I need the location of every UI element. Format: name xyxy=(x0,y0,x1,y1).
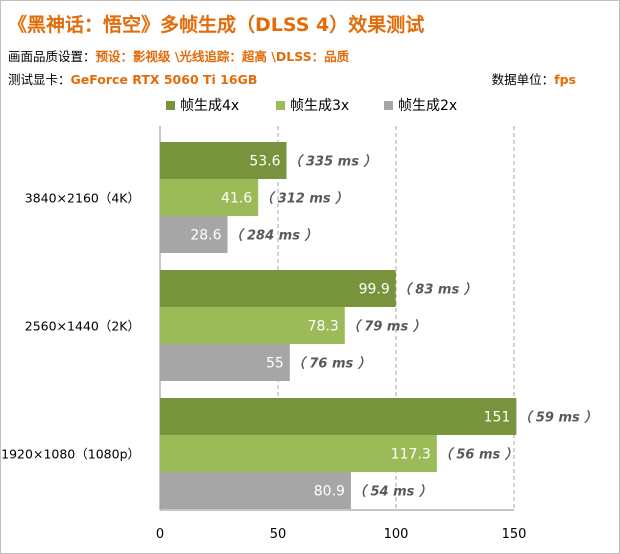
x-tick-label-1: 50 xyxy=(270,527,287,542)
legend-swatch-2x xyxy=(384,100,393,110)
gpu-label: 测试显卡： xyxy=(8,72,71,87)
latency-label-s2-c1: （ 76 ms ） xyxy=(292,356,371,372)
bar-s2-c0 xyxy=(160,216,228,253)
latency-label-s0-c2: （ 59 ms ） xyxy=(518,410,597,426)
legend-label-4x: 帧生成4x xyxy=(180,98,240,114)
x-tick-label-3: 150 xyxy=(502,527,527,542)
gpu-value: GeForce RTX 5060 Ti 16GB xyxy=(70,72,258,87)
legend: 帧生成4x 帧生成3x 帧生成2x xyxy=(0,95,620,115)
latency-label-s0-c0: （ 335 ms ） xyxy=(288,154,376,170)
settings-label: 画面品质设置： xyxy=(8,49,96,64)
bar-value-label-s2-c2: 80.9 xyxy=(314,484,345,500)
latency-label-s1-c0: （ 312 ms ） xyxy=(260,191,348,207)
legend-item-2x: 帧生成2x xyxy=(384,95,457,115)
bar-s1-c0 xyxy=(160,179,259,216)
bar-value-label-s1-c1: 78.3 xyxy=(308,319,339,335)
settings-value: 预设：影视级 \光线追踪：超高 \DLSS：品质 xyxy=(95,49,350,64)
bar-s0-c2 xyxy=(160,398,517,435)
legend-item-3x: 帧生成3x xyxy=(276,95,349,115)
bar-value-label-s2-c0: 28.6 xyxy=(190,228,221,244)
x-tick-label-2: 100 xyxy=(384,527,409,542)
bar-s0-c0 xyxy=(160,142,287,179)
bar-value-label-s1-c0: 41.6 xyxy=(221,191,252,207)
unit-value: fps xyxy=(554,72,576,87)
latency-label-s2-c0: （ 284 ms ） xyxy=(229,228,317,244)
gpu-row: 测试显卡：GeForce RTX 5060 Ti 16GB xyxy=(8,69,257,88)
bar-s0-c1 xyxy=(160,270,396,307)
bar-value-label-s0-c1: 99.9 xyxy=(359,282,390,298)
unit-label: 数据单位： xyxy=(491,72,555,87)
legend-label-3x: 帧生成3x xyxy=(290,98,350,114)
bar-s1-c2 xyxy=(160,435,437,472)
latency-label-s1-c2: （ 56 ms ） xyxy=(439,447,518,463)
unit-row: 数据单位：fps xyxy=(492,69,576,88)
legend-swatch-4x xyxy=(166,100,175,110)
category-label-0: 3840×2160（4K） xyxy=(25,191,140,206)
bar-value-label-s0-c2: 151 xyxy=(484,410,511,426)
latency-label-s2-c2: （ 54 ms ） xyxy=(353,484,432,500)
bar-s2-c1 xyxy=(160,344,290,381)
legend-label-2x: 帧生成2x xyxy=(398,98,458,114)
settings-row: 画面品质设置：预设：影视级 \光线追踪：超高 \DLSS：品质 xyxy=(8,46,349,65)
legend-swatch-3x xyxy=(276,100,285,110)
latency-label-s1-c1: （ 79 ms ） xyxy=(347,319,426,335)
bar-value-label-s0-c0: 53.6 xyxy=(249,154,280,170)
category-label-1: 2560×1440（2K） xyxy=(25,319,140,334)
category-label-2: 1920×1080（1080p） xyxy=(1,447,140,462)
bar-s1-c1 xyxy=(160,307,345,344)
bar-s2-c2 xyxy=(160,472,351,509)
x-tick-label-0: 0 xyxy=(156,527,164,542)
chart-title: 《黑神话：悟空》多帧生成（DLSS 4）效果测试 xyxy=(8,14,425,36)
bar-value-label-s2-c1: 55 xyxy=(266,356,284,372)
bar-value-label-s1-c2: 117.3 xyxy=(391,447,431,463)
legend-item-4x: 帧生成4x xyxy=(166,95,239,115)
latency-label-s0-c1: （ 83 ms ） xyxy=(398,282,477,298)
